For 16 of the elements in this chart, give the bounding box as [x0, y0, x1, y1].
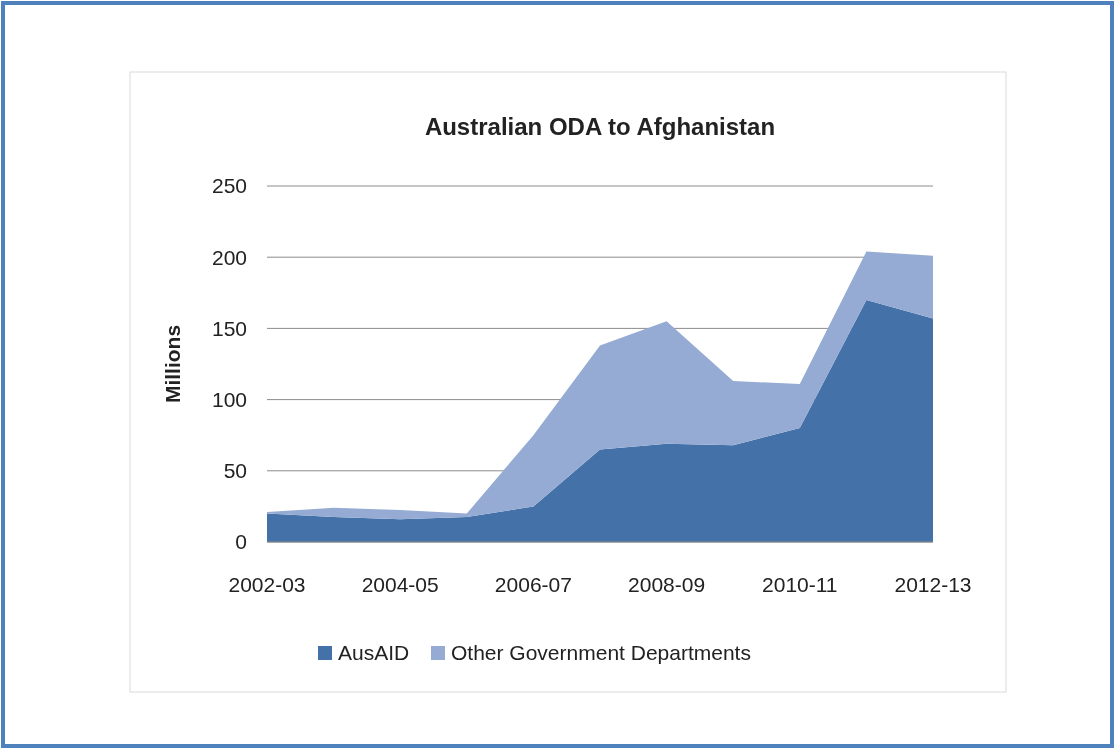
legend-label: AusAID [338, 641, 410, 664]
x-tick-label: 2008-09 [628, 573, 706, 596]
y-tick-label: 50 [223, 459, 247, 483]
x-tick-label: 2006-07 [494, 573, 572, 596]
y-tick-label: 0 [235, 530, 247, 554]
y-tick-label: 150 [211, 316, 247, 340]
chart-title: Australian ODA to Afghanistan [424, 113, 776, 140]
y-tick-label: 200 [211, 245, 247, 269]
x-tick-label: 2010-11 [762, 573, 838, 596]
y-axis-title: Millions [161, 324, 184, 404]
y-tick-label: 100 [211, 387, 247, 411]
y-tick-label: 250 [211, 174, 247, 198]
x-tick-label: 2004-05 [361, 573, 439, 596]
x-tick-label: 2012-13 [894, 573, 972, 596]
legend-label: Other Government Departments [451, 641, 751, 664]
x-tick-label: 2002-03 [228, 573, 306, 596]
